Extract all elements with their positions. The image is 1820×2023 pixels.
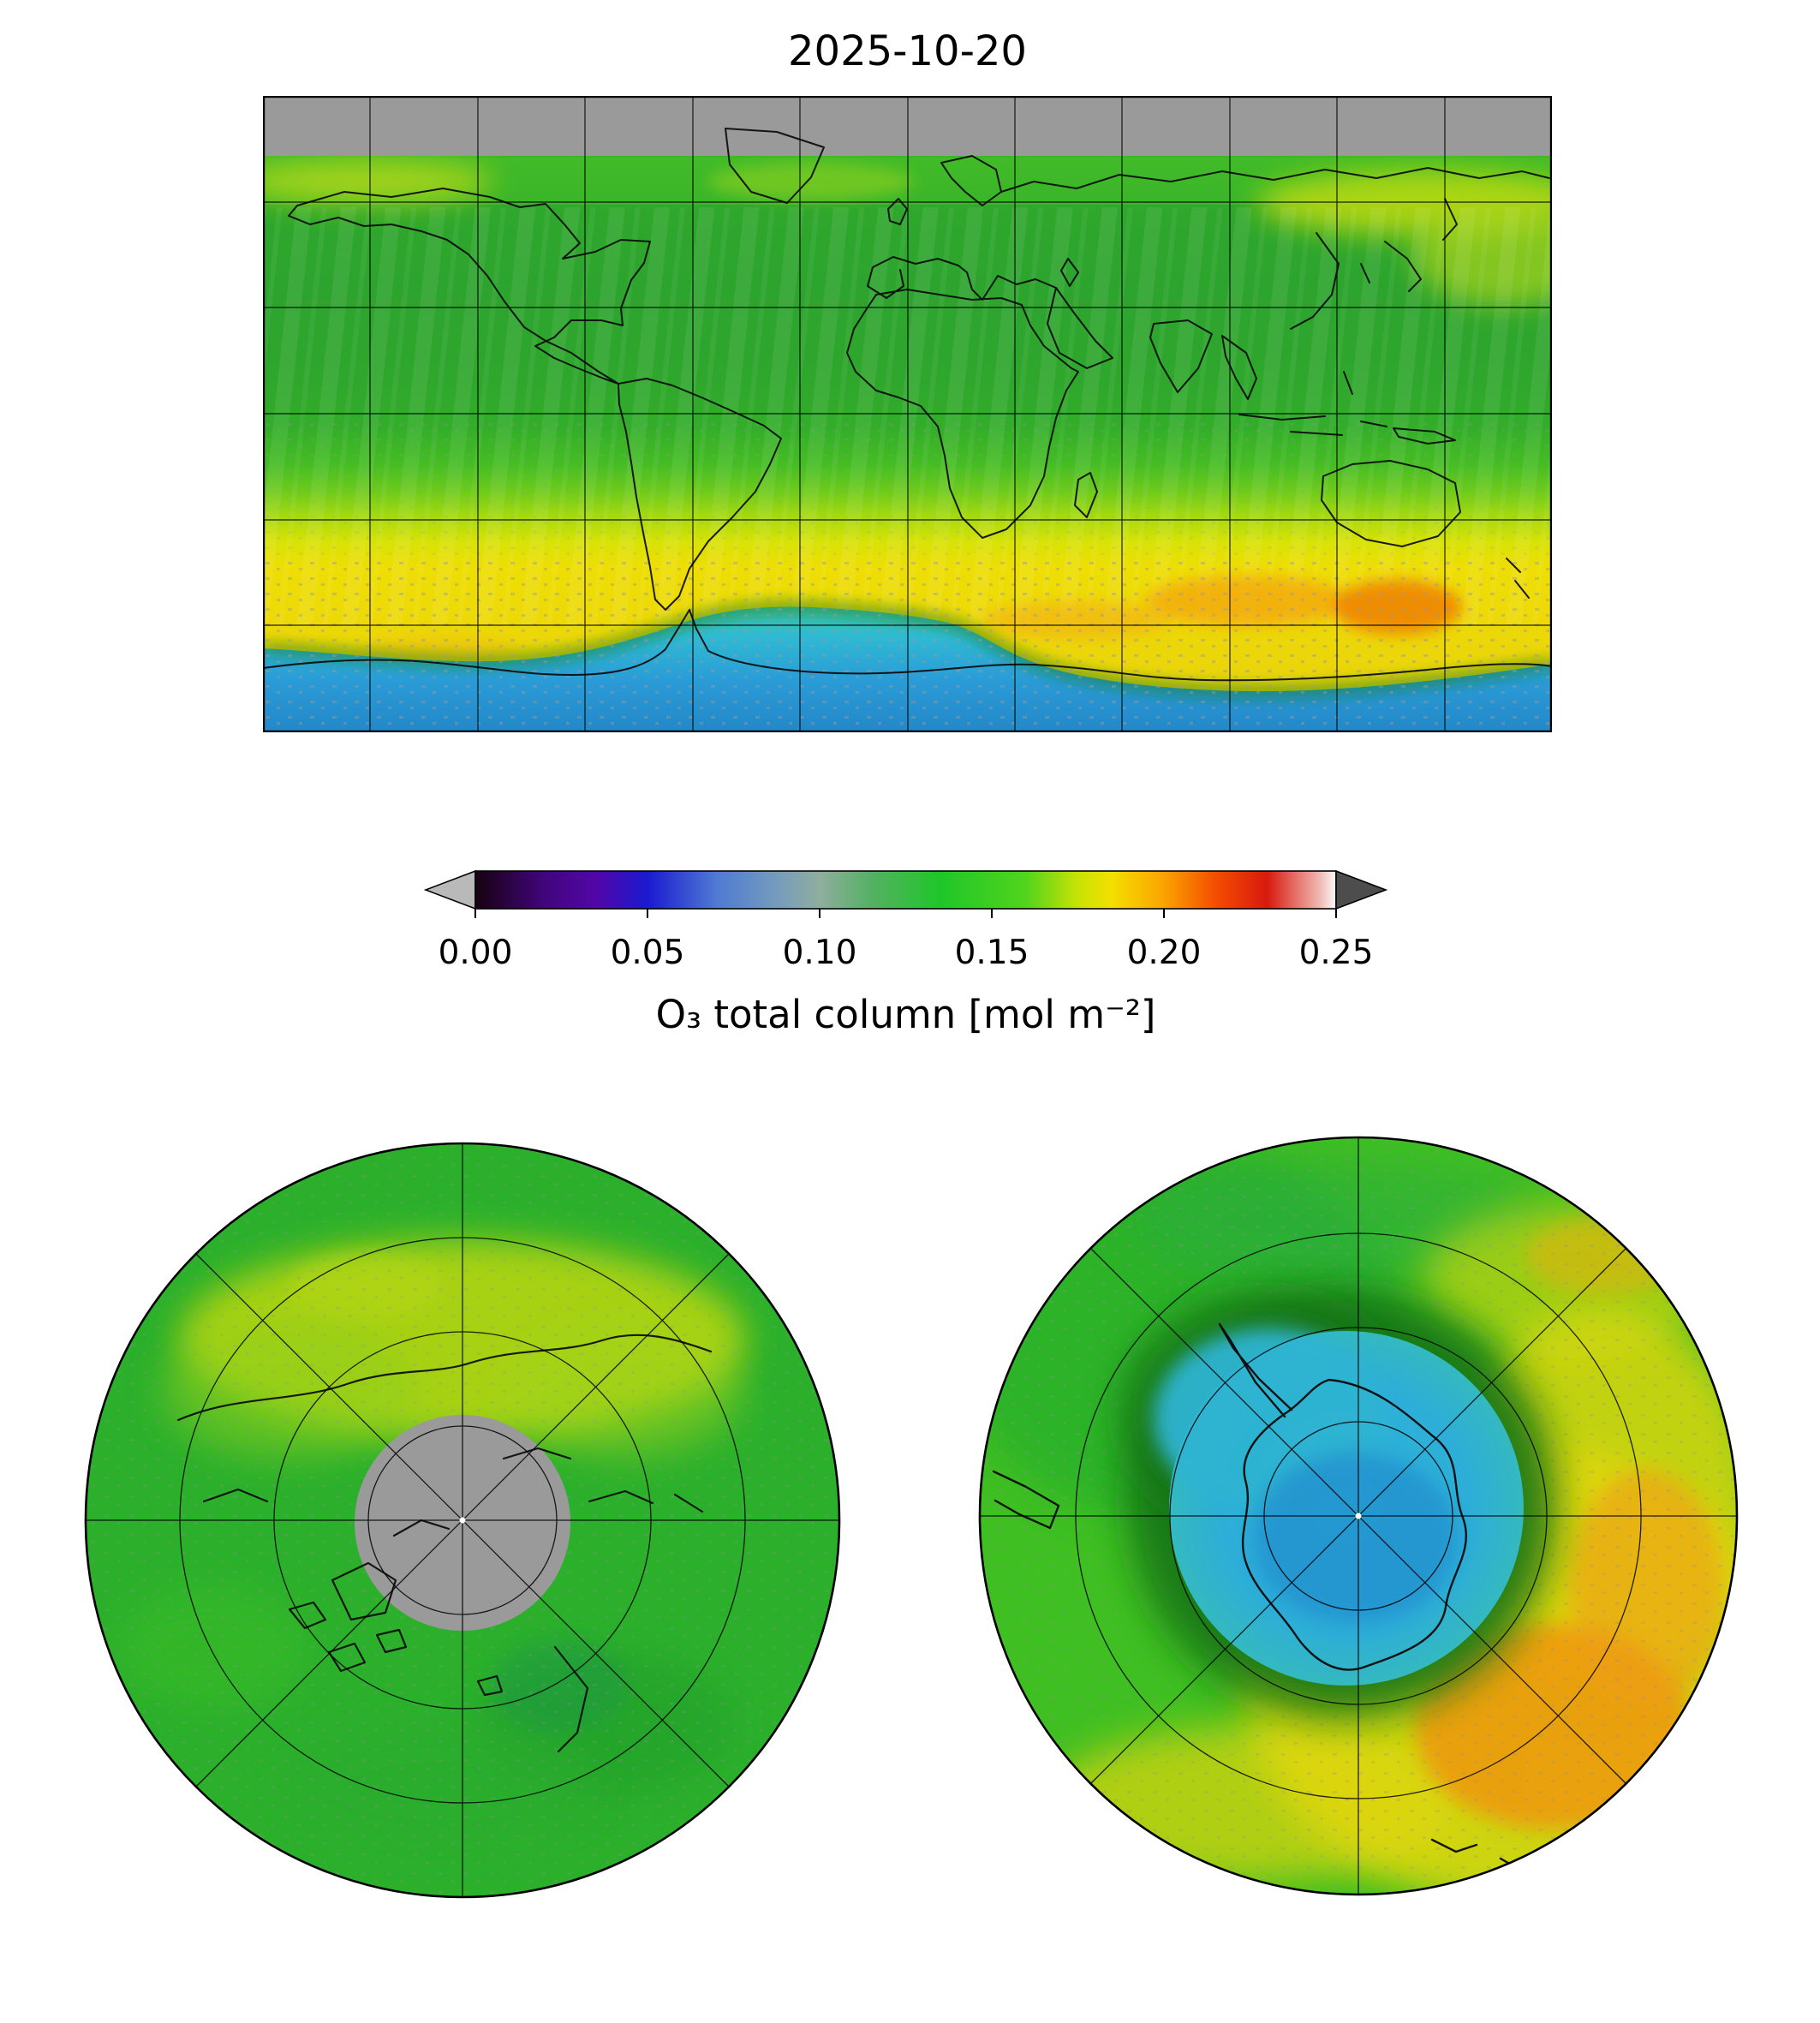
colorbar-tick-label: 0.00	[438, 934, 513, 972]
colorbar-under-arrow	[423, 870, 476, 910]
colorbar-ticks	[474, 909, 1337, 918]
south-pole-point	[1355, 1513, 1362, 1519]
figure-title: 2025-10-20	[788, 27, 1027, 75]
colorbar-label: O₃ total column [mol m⁻²]	[655, 992, 1156, 1037]
south-polar-map	[978, 1136, 1739, 1896]
colorbar-tick-label: 0.10	[782, 934, 857, 972]
colorbar-tick-label: 0.25	[1298, 934, 1374, 972]
colorbar	[423, 870, 1388, 918]
global-map	[263, 96, 1552, 732]
north-pole-point	[459, 1517, 466, 1524]
south-polar-rim	[978, 1136, 1739, 1896]
map-frame	[263, 96, 1552, 732]
colorbar-tick-label: 0.20	[1126, 934, 1202, 972]
global-map-panel	[263, 96, 1552, 732]
colorbar-over-arrow	[1335, 870, 1388, 910]
colorbar-gradient	[474, 870, 1337, 910]
colorbar-tick-label: 0.05	[610, 934, 685, 972]
antarctica-coastline	[992, 1322, 1526, 1874]
coastlines	[263, 128, 1552, 682]
graticule	[263, 96, 1552, 732]
colorbar-tick-label: 0.15	[954, 934, 1029, 972]
north-polar-map	[84, 1142, 841, 1899]
north-polar-rim	[84, 1142, 841, 1899]
